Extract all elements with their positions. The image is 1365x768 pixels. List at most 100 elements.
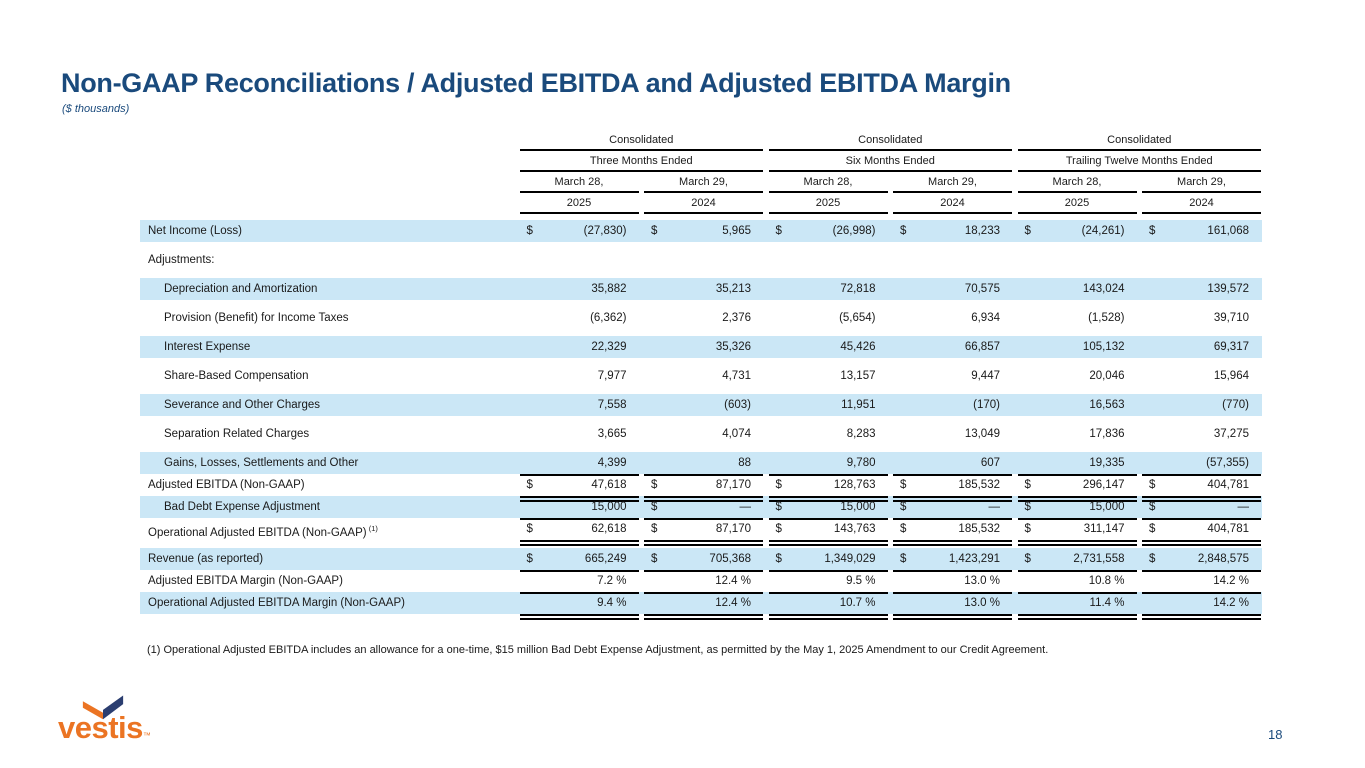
table-row: Revenue (as reported) $665,249 $705,368 $1,… bbox=[140, 548, 1262, 572]
currency-symbol: $ bbox=[900, 523, 907, 535]
currency-symbol: $ bbox=[526, 225, 533, 237]
table-cell: 66,857 bbox=[893, 336, 1012, 358]
row-label: Operational Adjusted EBITDA Margin (Non-… bbox=[148, 597, 405, 609]
table-cell: $185,532 bbox=[893, 518, 1012, 546]
cell-value: (170) bbox=[973, 399, 1000, 411]
table-cell: (770) bbox=[1142, 394, 1261, 416]
table-cell: $18,233 bbox=[893, 220, 1012, 242]
table-cell: $143,763 bbox=[768, 518, 888, 546]
table-cell: 69,317 bbox=[1142, 336, 1261, 358]
table-cell: 70,575 bbox=[893, 278, 1012, 300]
cell-value: 6,934 bbox=[971, 312, 1000, 324]
currency-symbol: $ bbox=[1149, 479, 1156, 491]
table-cell: $404,781 bbox=[1142, 474, 1261, 502]
table-cell: (57,355) bbox=[1142, 452, 1261, 476]
currency-symbol: $ bbox=[900, 225, 907, 237]
table-cell: 88 bbox=[644, 452, 763, 476]
cell-value: 87,170 bbox=[715, 523, 751, 535]
table-cell: 35,213 bbox=[644, 278, 763, 300]
currency-symbol: $ bbox=[651, 501, 658, 513]
currency-symbol: $ bbox=[651, 479, 658, 491]
currency-symbol: $ bbox=[775, 523, 782, 535]
table-cell: (6,362) bbox=[520, 307, 639, 329]
table-cell: 9.5 % bbox=[768, 570, 888, 594]
currency-symbol: $ bbox=[775, 553, 782, 565]
footnote-marker: (1) bbox=[366, 524, 378, 533]
cell-value: 62,618 bbox=[591, 523, 627, 535]
table-cell: $87,170 bbox=[644, 518, 763, 546]
column-year: 2024 bbox=[1142, 194, 1261, 214]
table-cell: 20,046 bbox=[1018, 365, 1137, 387]
cell-value: 7,977 bbox=[597, 370, 627, 382]
column-year: 2024 bbox=[644, 194, 763, 214]
currency-symbol: $ bbox=[651, 225, 658, 237]
table-cell: 13,157 bbox=[769, 365, 888, 387]
cell-value: (57,355) bbox=[1206, 457, 1249, 469]
table-cell: 13.0 % bbox=[893, 570, 1012, 594]
cell-value: 37,275 bbox=[1213, 428, 1249, 440]
header-spacer bbox=[140, 173, 514, 193]
cell-value: 105,132 bbox=[1082, 341, 1125, 353]
cell-value: 9,780 bbox=[846, 457, 876, 469]
cell-value: (26,998) bbox=[832, 225, 876, 237]
row-label: Severance and Other Charges bbox=[164, 399, 320, 411]
cell-value: 14.2 % bbox=[1213, 575, 1249, 587]
cell-value: 143,763 bbox=[833, 523, 876, 535]
page-number: 18 bbox=[1268, 727, 1283, 742]
cell-value: 607 bbox=[980, 457, 1000, 469]
row-label: Provision (Benefit) for Income Taxes bbox=[164, 312, 349, 324]
table-row: Provision (Benefit) for Income Taxes (6,3… bbox=[140, 307, 1262, 329]
table-cell: $5,965 bbox=[644, 220, 763, 242]
column-year: 2025 bbox=[519, 194, 639, 214]
currency-symbol: $ bbox=[1149, 501, 1156, 513]
cell-value: 15,964 bbox=[1213, 370, 1249, 382]
cell-value: 22,329 bbox=[591, 341, 627, 353]
cell-value: 10.8 % bbox=[1088, 575, 1125, 587]
cell-value: (24,261) bbox=[1081, 225, 1125, 237]
footnote: (1) Operational Adjusted EBITDA includes… bbox=[147, 644, 1049, 656]
vestis-wordmark: vestis™ bbox=[58, 710, 151, 745]
table-cell: 4,074 bbox=[644, 423, 763, 445]
table-cell: 35,882 bbox=[520, 278, 639, 300]
cell-value: 11.4 % bbox=[1089, 597, 1125, 609]
cell-value: (770) bbox=[1222, 399, 1249, 411]
cell-value: 2,731,558 bbox=[1073, 553, 1125, 565]
table-cell: $1,349,029 bbox=[768, 548, 888, 572]
column-date: March 28, bbox=[768, 173, 888, 193]
table-cell: $ — bbox=[893, 496, 1012, 520]
cell-value: 9,447 bbox=[971, 370, 1000, 382]
table-row: Adjusted EBITDA (Non-GAAP) $47,618 $87,170… bbox=[140, 474, 1262, 502]
cell-value: 72,818 bbox=[840, 283, 876, 295]
row-label: Adjusted EBITDA (Non-GAAP) bbox=[148, 479, 305, 491]
table-cell: 22,329 bbox=[520, 336, 639, 358]
table-cell: $2,731,558 bbox=[1017, 548, 1137, 572]
vestis-logo: vestis™ bbox=[58, 694, 168, 751]
table-cell: $185,532 bbox=[893, 474, 1012, 502]
row-label: Net Income (Loss) bbox=[148, 225, 242, 237]
cell-value: 404,781 bbox=[1207, 523, 1249, 535]
currency-symbol: $ bbox=[900, 553, 907, 565]
cell-value: 1,423,291 bbox=[948, 553, 1000, 565]
row-label: Gains, Losses, Settlements and Other bbox=[164, 457, 359, 469]
currency-symbol: $ bbox=[775, 479, 782, 491]
column-group-title: Consolidated bbox=[519, 131, 763, 151]
column-date: March 29, bbox=[893, 173, 1012, 193]
table-cell bbox=[769, 249, 888, 271]
row-label: Bad Debt Expense Adjustment bbox=[164, 501, 320, 513]
cell-value: (603) bbox=[724, 399, 751, 411]
column-date: March 29, bbox=[1142, 173, 1261, 193]
table-cell: 45,426 bbox=[769, 336, 888, 358]
currency-symbol: $ bbox=[775, 225, 782, 237]
currency-symbol: $ bbox=[1024, 523, 1031, 535]
cell-value: 9.4 % bbox=[597, 597, 627, 609]
cell-value: 665,249 bbox=[584, 553, 627, 565]
table-row: Depreciation and Amortization 35,882 35,21… bbox=[140, 278, 1262, 300]
column-group-period: Three Months Ended bbox=[519, 152, 763, 172]
units-note: ($ thousands) bbox=[62, 103, 130, 115]
table-cell: 8,283 bbox=[769, 423, 888, 445]
table-cell: 143,024 bbox=[1018, 278, 1137, 300]
table-header-row: Three Months Ended Six Months Ended Traili… bbox=[140, 152, 1262, 172]
cell-value: 35,213 bbox=[715, 283, 751, 295]
table-cell: $ — bbox=[644, 496, 763, 520]
